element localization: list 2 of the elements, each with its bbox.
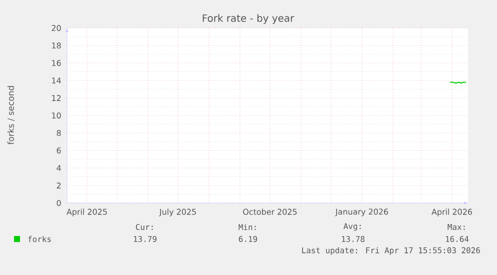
chart-title: Fork rate - by year xyxy=(202,14,294,24)
y-axis-title: forks / second xyxy=(7,86,15,145)
